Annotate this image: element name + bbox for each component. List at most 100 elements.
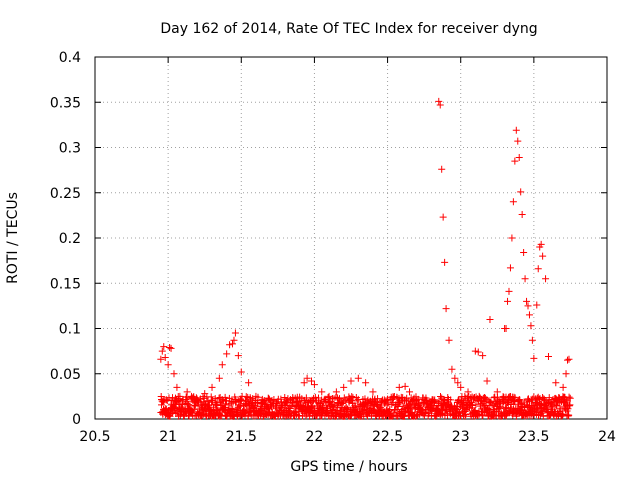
band-point [283,399,291,407]
data-point [252,392,260,400]
band-point [302,394,310,402]
x-tick-label: 23.5 [518,429,549,445]
data-point [502,325,510,332]
data-point [296,397,304,405]
data-point [520,248,528,256]
band-point [227,399,235,407]
y-tick-label: 0 [72,412,81,428]
data-point [564,356,572,364]
data-point [514,137,522,145]
data-point [559,383,567,391]
data-point [518,210,526,218]
data-point [528,336,536,344]
band-point [474,411,482,419]
data-point [474,348,482,356]
y-tick-label: 0.35 [50,95,81,111]
data-point [230,336,238,344]
data-point [354,374,362,382]
data-point [188,392,196,400]
data-point [160,343,168,351]
x-tick-label: 21.5 [226,429,257,445]
data-point [493,388,501,396]
y-tick-label: 0.2 [59,231,81,247]
data-point [438,165,446,173]
band-point [281,394,289,402]
y-tick-label: 0.25 [50,186,81,202]
data-point [435,97,443,105]
data-point [504,297,512,305]
data-point [231,329,239,337]
data-point [300,379,308,387]
axis-ticks: 20.5 21 21.5 22 22.5 23 23.5 24 0 0.05 0.1 0.15 0.2 0… [50,50,616,445]
x-tick-label: 21 [159,429,177,445]
data-point [506,264,514,272]
data-point [183,388,191,396]
data-point [157,355,165,363]
band-point [348,392,356,400]
band-point [174,396,182,404]
band-point [417,403,425,411]
data-point [193,397,201,405]
band-point [413,412,421,420]
band-point [495,404,503,412]
data-point [164,361,172,369]
band-point [352,393,360,401]
band-point [566,401,574,409]
data-point [537,240,545,248]
band-point [431,396,439,404]
grid [95,57,607,419]
band-point [237,396,245,404]
data-point [524,302,532,310]
band-point [499,399,507,407]
band-point [356,411,364,419]
band-point [328,403,336,411]
data-point [406,388,414,396]
data-point [562,370,570,378]
band-point [196,412,204,420]
y-tick-label: 0.4 [59,50,81,66]
chart-title: Day 162 of 2014, Rate Of TEC Index for r… [160,21,537,37]
band-point [264,394,272,402]
data-point [442,305,450,313]
band-point [338,399,346,407]
data-point [436,101,444,109]
data-point [427,401,435,409]
band-point [189,407,197,415]
band-point [353,397,361,405]
data-point [445,336,453,344]
data-point [176,392,184,400]
data-point [281,404,289,412]
data-point [308,377,316,385]
data-point [454,379,462,387]
data-point [539,252,547,260]
data-point [347,377,355,385]
data-point [369,388,377,396]
band-point [564,405,572,413]
band-point [320,396,328,404]
data-point [565,355,573,363]
y-tick-label: 0.1 [59,322,81,338]
band-point [566,394,574,402]
band-point [468,402,476,410]
band-point [545,394,553,402]
data-point [179,397,187,405]
data-point [527,322,535,330]
band-point [324,394,332,402]
data-point [530,354,538,362]
data-point [226,341,234,349]
band-point [215,394,223,402]
data-point [267,401,275,409]
y-axis-title: ROTI / TECUs [5,192,21,284]
band-point [565,411,573,419]
data-point [401,382,409,390]
data-point [310,381,318,389]
band-point [235,401,243,409]
data-point [318,388,326,396]
data-point [166,344,174,352]
data-point [161,353,169,361]
band-point [560,403,568,411]
band-point [374,395,382,403]
band-point [548,403,556,411]
data-point [464,388,472,396]
